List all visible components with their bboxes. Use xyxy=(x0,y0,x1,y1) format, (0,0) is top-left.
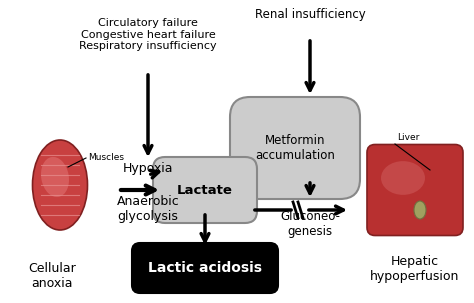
Ellipse shape xyxy=(381,161,425,195)
Ellipse shape xyxy=(41,157,69,197)
FancyBboxPatch shape xyxy=(132,243,278,293)
Ellipse shape xyxy=(33,140,88,230)
Text: Hepatic
hypoperfusion: Hepatic hypoperfusion xyxy=(370,255,460,283)
Text: Lactate: Lactate xyxy=(177,184,233,197)
Text: Hypoxia: Hypoxia xyxy=(123,162,173,175)
Text: Gluconeo-
genesis: Gluconeo- genesis xyxy=(280,210,340,238)
Text: Muscles: Muscles xyxy=(88,154,124,162)
Text: Liver: Liver xyxy=(397,133,419,142)
Text: Metformin
accumulation: Metformin accumulation xyxy=(255,134,335,162)
Text: Cellular
anoxia: Cellular anoxia xyxy=(28,262,76,290)
FancyBboxPatch shape xyxy=(230,97,360,199)
Text: Anaerobic
glycolysis: Anaerobic glycolysis xyxy=(117,195,179,223)
Ellipse shape xyxy=(414,201,426,219)
Text: Renal insufficiency: Renal insufficiency xyxy=(255,8,365,21)
Text: Lactic acidosis: Lactic acidosis xyxy=(148,261,262,275)
FancyBboxPatch shape xyxy=(153,157,257,223)
FancyBboxPatch shape xyxy=(367,145,463,235)
Text: Circulatory failure
Congestive heart failure
Respiratory insufficiency: Circulatory failure Congestive heart fai… xyxy=(79,18,217,51)
